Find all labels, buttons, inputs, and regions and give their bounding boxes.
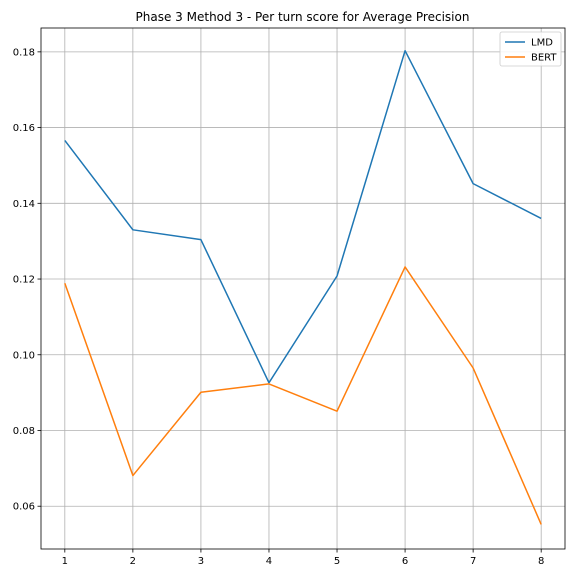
chart-title: Phase 3 Method 3 - Per turn score for Av… bbox=[136, 10, 470, 24]
y-tick-label: 0.18 bbox=[13, 47, 35, 58]
x-tick-label: 3 bbox=[198, 556, 204, 567]
x-tick-label: 5 bbox=[334, 556, 340, 567]
x-tick-label: 1 bbox=[62, 556, 68, 567]
y-tick-label: 0.06 bbox=[13, 502, 35, 513]
y-tick-label: 0.16 bbox=[13, 123, 35, 134]
y-tick-label: 0.12 bbox=[13, 275, 35, 286]
x-tick-label: 6 bbox=[402, 556, 408, 567]
x-tick-label: 7 bbox=[470, 556, 476, 567]
x-tick-label: 8 bbox=[538, 556, 544, 567]
legend-label-bert: BERT bbox=[531, 53, 557, 64]
series-layer bbox=[64, 49, 542, 525]
y-tick-label: 0.14 bbox=[13, 199, 35, 210]
series-line-lmd bbox=[64, 49, 542, 384]
x-tick-label: 2 bbox=[130, 556, 136, 567]
series-line-bert bbox=[64, 266, 542, 525]
grid bbox=[41, 28, 565, 549]
legend: LMD BERT bbox=[499, 31, 562, 67]
plot-frame bbox=[40, 27, 566, 550]
y-tick-label: 0.08 bbox=[13, 426, 35, 437]
x-tick-label: 4 bbox=[266, 556, 272, 567]
legend-label-lmd: LMD bbox=[531, 38, 553, 49]
y-tick-label: 0.10 bbox=[13, 350, 35, 361]
ticks: 1 2 3 4 5 6 7 8 0.06 0.08 0.10 0.12 0.14 0.16 0.18 bbox=[13, 47, 545, 567]
